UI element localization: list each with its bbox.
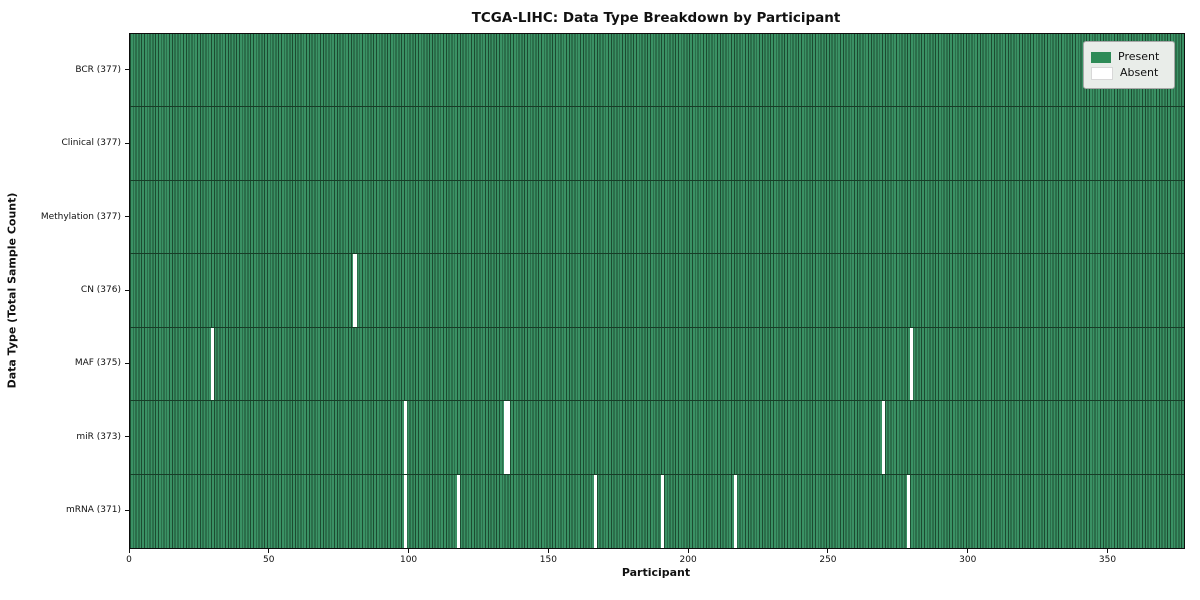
x-tick-mark (268, 548, 270, 553)
legend-label-present: Present (1118, 50, 1160, 63)
x-tick-mark (687, 548, 689, 553)
y-tick-label: mRNA (371) (66, 505, 121, 516)
y-tick-label: miR (373) (76, 431, 121, 442)
y-tick-mark (124, 362, 129, 364)
x-axis-label: Participant (621, 566, 691, 579)
x-tick-mark (1107, 548, 1108, 553)
absent-cell (660, 474, 665, 548)
absent-cell (403, 474, 407, 548)
legend: Present Absent (1083, 41, 1175, 89)
y-tick-mark (124, 216, 129, 218)
x-tick-mark (408, 548, 410, 553)
x-tick-label: 200 (679, 555, 697, 565)
absent-cell (593, 474, 598, 548)
y-tick-label: BCR (377) (75, 64, 121, 75)
x-tick-label: 250 (819, 555, 837, 565)
x-tick-mark (967, 548, 969, 553)
x-tick-mark (547, 548, 549, 553)
x-tick-label: 350 (1098, 555, 1117, 565)
absent-cell (353, 254, 357, 327)
absent-swatch-icon (1091, 66, 1113, 80)
y-tick-label: CN (376) (80, 285, 121, 295)
y-tick-mark (124, 436, 129, 438)
y-tick-label: MAF (375) (74, 358, 121, 369)
heatmap-row (130, 327, 1184, 402)
x-tick-mark (827, 548, 829, 553)
y-tick-mark (124, 509, 129, 511)
absent-cell (504, 401, 508, 474)
y-tick-label: Methylation (377) (40, 211, 121, 222)
heatmap-row (130, 107, 1184, 181)
x-tick-label: 300 (959, 555, 977, 565)
heatmap-row (130, 474, 1184, 548)
legend-item-absent: Absent (1091, 66, 1166, 80)
absent-cell (456, 474, 461, 548)
absent-cell (909, 327, 913, 401)
absent-cell (733, 474, 737, 548)
y-tick-mark (124, 289, 129, 291)
plot-area: Present Absent (129, 33, 1185, 549)
legend-item-present: Present (1091, 50, 1166, 64)
heatmap-row (130, 254, 1184, 328)
chart-title: TCGA-LIHC: Data Type Breakdown by Partic… (471, 10, 841, 26)
x-tick-label: 0 (126, 555, 132, 565)
present-swatch-icon (1091, 51, 1111, 63)
heatmap-row (130, 34, 1184, 108)
legend-label-absent: Absent (1120, 66, 1159, 79)
x-tick-label: 100 (399, 555, 418, 565)
absent-cell (507, 401, 511, 474)
absent-cell (907, 474, 911, 548)
absent-cell (403, 401, 407, 474)
absent-cell (881, 401, 886, 474)
y-tick-label: Clinical (377) (61, 138, 121, 149)
absent-cell (210, 327, 215, 401)
y-tick-mark (124, 142, 129, 144)
y-tick-mark (124, 69, 129, 71)
x-tick-label: 50 (263, 555, 275, 565)
heatmap-row (130, 401, 1184, 475)
x-tick-mark (128, 548, 130, 553)
heatmap-row (130, 180, 1184, 255)
x-tick-label: 150 (539, 555, 557, 565)
